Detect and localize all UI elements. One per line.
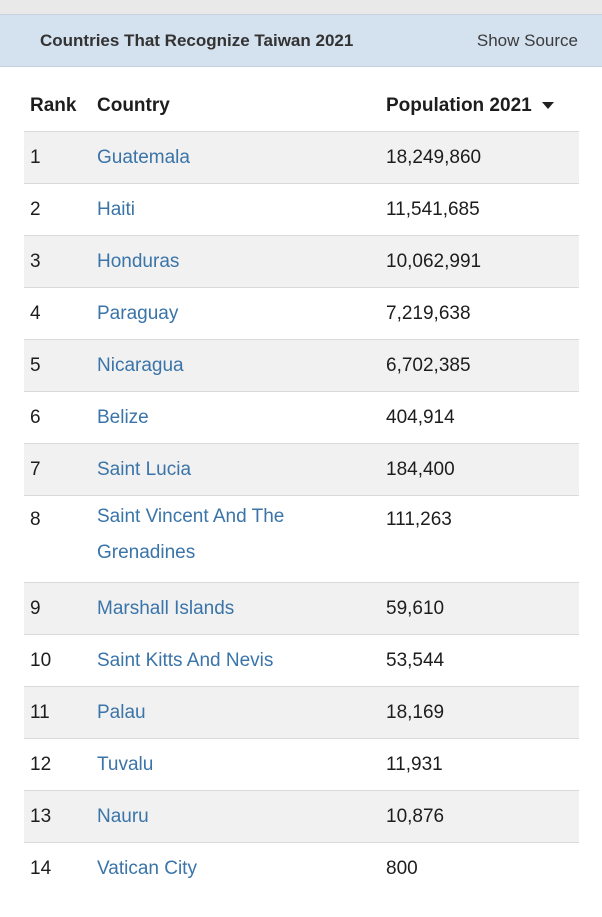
population-cell: 6,702,385	[386, 339, 579, 392]
country-link[interactable]: Haiti	[97, 198, 136, 220]
rank-cell: 3	[24, 235, 97, 288]
show-source-link[interactable]: Show Source	[476, 30, 578, 50]
rank-cell: 6	[24, 391, 97, 444]
rank-cell: 2	[24, 183, 97, 236]
country-link[interactable]: Saint Kitts And Nevis	[97, 649, 274, 671]
country-cell: Saint Vincent And The Grenadines	[97, 495, 386, 583]
population-cell: 18,169	[386, 686, 579, 739]
country-link[interactable]: Saint Lucia	[97, 458, 192, 480]
population-cell: 10,876	[386, 790, 579, 843]
table-row: 4 Paraguay 7,219,638	[24, 287, 579, 340]
rank-cell: 14	[24, 842, 97, 894]
rank-cell: 5	[24, 339, 97, 392]
table-title: Countries That Recognize Taiwan 2021	[40, 30, 354, 50]
population-cell: 10,062,991	[386, 235, 579, 288]
country-cell: Haiti	[97, 183, 386, 236]
column-header-country[interactable]: Country	[97, 94, 170, 116]
country-cell: Paraguay	[97, 287, 386, 340]
country-cell: Marshall Islands	[97, 582, 386, 635]
population-cell: 59,610	[386, 582, 579, 635]
population-cell: 53,544	[386, 634, 579, 687]
country-cell: Saint Lucia	[97, 443, 386, 496]
table-row: 6 Belize 404,914	[24, 391, 579, 444]
population-cell: 800	[386, 842, 579, 894]
card-header: Countries That Recognize Taiwan 2021 Sho…	[0, 15, 602, 67]
country-cell: Honduras	[97, 235, 386, 288]
table-row: 2 Haiti 11,541,685	[24, 183, 579, 236]
table-header-row: Rank Country Population 2021	[24, 80, 579, 132]
population-cell: 18,249,860	[386, 131, 579, 184]
data-table-card: Countries That Recognize Taiwan 2021 Sho…	[0, 14, 602, 917]
caret-down-icon	[541, 101, 554, 109]
country-cell: Palau	[97, 686, 386, 739]
population-cell: 184,400	[386, 443, 579, 496]
table-row: 12 Tuvalu 11,931	[24, 738, 579, 791]
country-link[interactable]: Marshall Islands	[97, 597, 235, 619]
population-cell: 11,541,685	[386, 183, 579, 236]
rank-cell: 10	[24, 634, 97, 687]
table-row: 9 Marshall Islands 59,610	[24, 582, 579, 635]
country-cell: Belize	[97, 391, 386, 444]
country-link[interactable]: Belize	[97, 406, 149, 428]
table-row: 14 Vatican City 800	[24, 842, 579, 894]
rank-cell: 11	[24, 686, 97, 739]
country-link[interactable]: Paraguay	[97, 302, 179, 324]
table-body: 1 Guatemala 18,249,860 2 Haiti 11,541,685 3 Hon…	[24, 131, 579, 894]
rank-cell: 1	[24, 131, 97, 184]
country-link[interactable]: Saint Vincent And The Grenadines	[97, 506, 285, 563]
country-link[interactable]: Honduras	[97, 250, 180, 272]
country-link[interactable]: Guatemala	[97, 146, 190, 168]
rank-cell: 13	[24, 790, 97, 843]
table-row: 11 Palau 18,169	[24, 686, 579, 739]
country-cell: Guatemala	[97, 131, 386, 184]
country-link[interactable]: Tuvalu	[97, 753, 154, 775]
country-cell: Tuvalu	[97, 738, 386, 791]
population-cell: 111,263	[386, 495, 579, 583]
table-row: 1 Guatemala 18,249,860	[24, 131, 579, 184]
country-link[interactable]: Palau	[97, 701, 146, 723]
country-cell: Saint Kitts And Nevis	[97, 634, 386, 687]
table-row: 3 Honduras 10,062,991	[24, 235, 579, 288]
table-row: 5 Nicaragua 6,702,385	[24, 339, 579, 392]
column-header-rank[interactable]: Rank	[30, 94, 77, 116]
table-row: 10 Saint Kitts And Nevis 53,544	[24, 634, 579, 687]
column-header-population-label: Population 2021	[386, 94, 532, 116]
country-link[interactable]: Vatican City	[97, 857, 197, 879]
country-cell: Nicaragua	[97, 339, 386, 392]
population-cell: 11,931	[386, 738, 579, 791]
table-row: 13 Nauru 10,876	[24, 790, 579, 843]
country-cell: Vatican City	[97, 842, 386, 894]
country-link[interactable]: Nicaragua	[97, 354, 184, 376]
rank-cell: 12	[24, 738, 97, 791]
column-header-population[interactable]: Population 2021	[386, 80, 579, 132]
country-link[interactable]: Nauru	[97, 805, 149, 827]
population-cell: 404,914	[386, 391, 579, 444]
countries-table: Rank Country Population 2021 1 Guatemala 1…	[24, 80, 579, 894]
rank-cell: 7	[24, 443, 97, 496]
rank-cell: 9	[24, 582, 97, 635]
rank-cell: 8	[24, 495, 97, 583]
population-cell: 7,219,638	[386, 287, 579, 340]
table-row: 7 Saint Lucia 184,400	[24, 443, 579, 496]
table-row: 8 Saint Vincent And The Grenadines 111,263	[24, 495, 579, 583]
rank-cell: 4	[24, 287, 97, 340]
country-cell: Nauru	[97, 790, 386, 843]
